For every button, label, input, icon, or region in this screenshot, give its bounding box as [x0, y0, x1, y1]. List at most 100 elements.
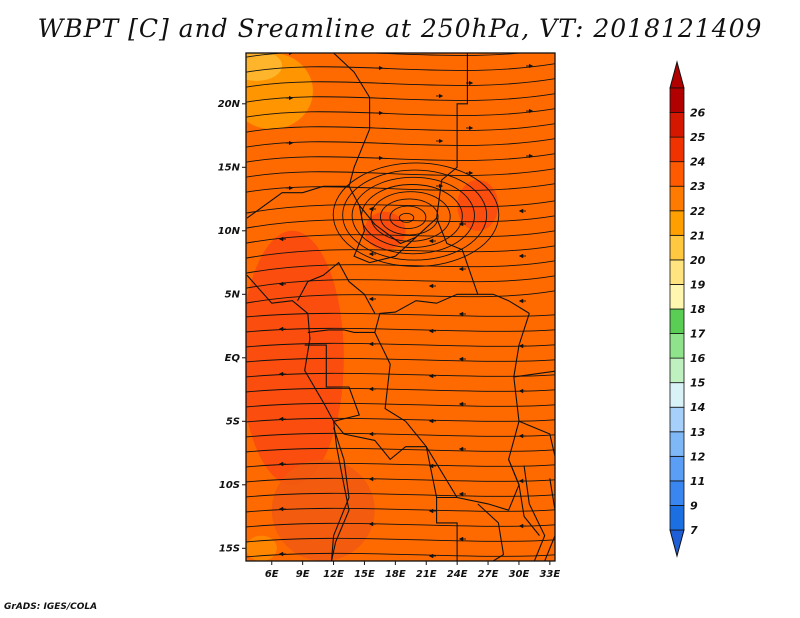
colorbar-segment [669, 431, 685, 457]
streamline [246, 447, 555, 453]
streamline [246, 93, 555, 103]
lat-tick-label: 10S [219, 480, 240, 491]
lat-tick-label: 5N [225, 289, 241, 300]
streamline [246, 312, 555, 318]
streamline [246, 260, 555, 274]
colorbar-segment [669, 505, 685, 531]
vortex-ring [380, 198, 439, 236]
colorbar-label: 25 [690, 131, 706, 144]
streamline [246, 138, 555, 148]
longitude-axis: 6E 9E 12E 15E 18E 21E 24E 27E 30E 33E [265, 561, 560, 580]
colorbar-label: 7 [690, 524, 698, 537]
lon-tick-label: 33E [539, 569, 560, 580]
colorbar-segment [669, 455, 685, 482]
lon-tick-label: 24E [447, 569, 468, 580]
vortex-ring [398, 212, 415, 223]
lon-tick-label: 9E [296, 569, 310, 580]
plot-frame [245, 52, 556, 562]
border-line [358, 205, 437, 245]
colorbar-segment [669, 185, 685, 212]
streamline [246, 290, 555, 304]
colorbar-label: 18 [690, 303, 706, 316]
wbpt-shaded-field [246, 53, 555, 561]
vortex-ring [351, 176, 475, 255]
colorbar-segment [669, 406, 685, 433]
streamline [246, 537, 555, 543]
colorbar: 7 9 11 12 13 14 15 16 17 18 19 20 21 22 23 24 25 26 [669, 60, 706, 558]
colorbar-low-arrow [669, 529, 685, 558]
colorbar-segment [669, 161, 685, 187]
colorbar-segment [669, 259, 685, 285]
colorbar-label: 11 [690, 475, 705, 488]
lat-tick-label: 5S [226, 416, 240, 427]
colorbar-label: 24 [690, 156, 705, 169]
border-line [374, 313, 530, 511]
colorbar-segment [669, 234, 685, 261]
streamline [246, 432, 555, 438]
border-line [333, 420, 458, 499]
streamline [246, 357, 555, 363]
lon-tick-label: 30E [509, 569, 530, 580]
field-patch [271, 459, 375, 561]
lon-tick-label: 21E [416, 569, 437, 580]
grads-credit: GrADS: IGES/COLA [4, 602, 98, 612]
border-line [369, 236, 417, 264]
border-line [477, 503, 505, 561]
lat-tick-label: 10N [218, 226, 241, 237]
border-line [333, 53, 371, 264]
field-patch [246, 53, 283, 81]
vortex-ring [370, 191, 451, 242]
colorbar-segment [669, 87, 685, 113]
lat-tick-label: 15S [219, 543, 240, 554]
latitude-axis: 20N 15N 10N 5N EQ 5S 10S 15S [218, 99, 246, 554]
map-title: WBPT [C] and Sreamline at 250hPa, VT: 20… [37, 14, 763, 43]
streamline [246, 245, 555, 259]
streamline [246, 63, 555, 73]
colorbar-label: 17 [690, 328, 706, 341]
border-line [436, 53, 530, 314]
streamline [246, 78, 555, 88]
streamline [246, 402, 555, 408]
border-line [304, 344, 361, 422]
lon-tick-label: 12E [323, 569, 344, 580]
streamline [246, 200, 555, 214]
field-patch [246, 230, 344, 485]
vortex-ring [332, 162, 500, 267]
border-line [513, 370, 555, 378]
colorbar-label: 19 [690, 278, 706, 291]
colorbar-segment [669, 284, 685, 310]
lon-tick-label: 15E [354, 569, 375, 580]
streamline [246, 215, 555, 229]
colorbar-label: 12 [690, 450, 706, 463]
border-line [508, 459, 540, 536]
border-line [436, 497, 458, 561]
colorbar-label: 15 [690, 377, 706, 390]
colorbar-label: 14 [690, 401, 705, 414]
streamline [246, 168, 555, 178]
colorbar-segment [669, 480, 685, 506]
streamline [246, 183, 555, 193]
colorbar-segment [669, 308, 685, 334]
streamline [246, 108, 555, 118]
colorbar-segment [669, 112, 685, 138]
colorbar-label: 21 [690, 229, 705, 242]
colorbar-label: 26 [690, 107, 706, 120]
colorbar-segment [669, 210, 685, 236]
streamline [246, 123, 555, 133]
colorbar-high-arrow [669, 60, 685, 89]
streamline [246, 387, 555, 393]
country-borders [246, 53, 555, 561]
colorbar-label: 22 [690, 205, 706, 218]
border-line [246, 185, 349, 219]
colorbar-label: 23 [690, 180, 706, 193]
field-patch [246, 535, 277, 561]
streamline [246, 522, 555, 528]
streamline [246, 153, 555, 163]
border-line [523, 465, 546, 561]
border-line [518, 420, 555, 459]
border-line [297, 261, 376, 314]
lon-tick-label: 27E [478, 569, 499, 580]
vortex-ring [389, 205, 427, 230]
vortex-ring [342, 169, 488, 261]
